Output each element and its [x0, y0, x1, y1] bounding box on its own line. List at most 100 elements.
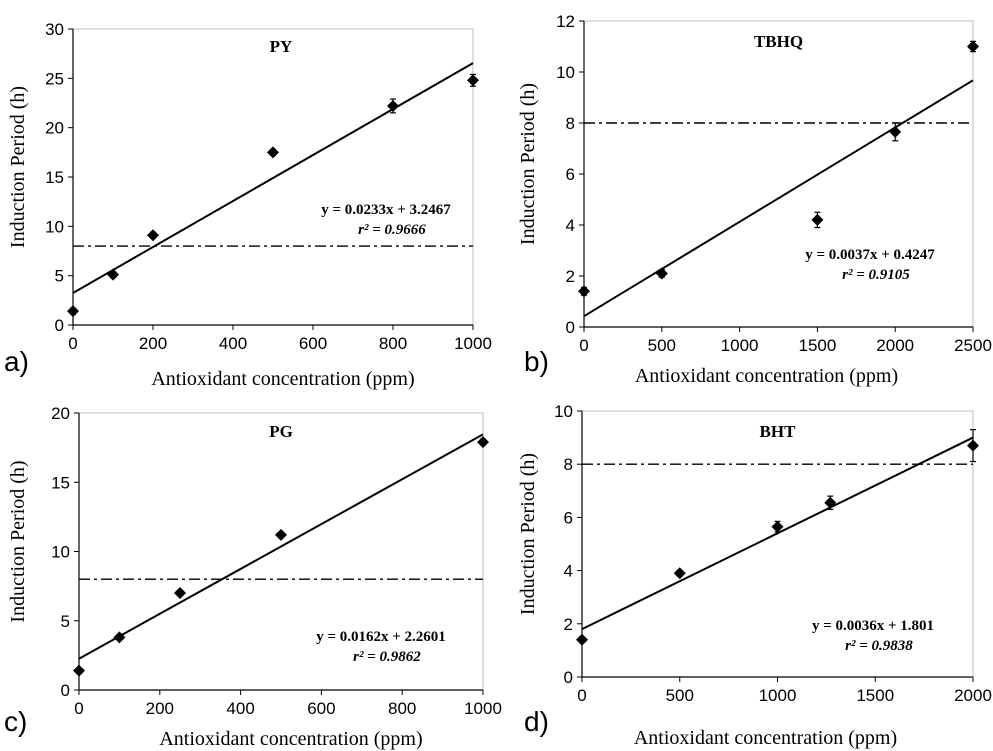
data-point: [771, 520, 784, 533]
trendline: [583, 79, 974, 318]
x-tick-label: 800: [388, 699, 416, 718]
y-tick-label: 6: [566, 165, 575, 184]
y-tick-label: 2: [564, 615, 573, 634]
data-point: [477, 436, 489, 449]
chart-title: BHT: [760, 422, 797, 441]
trendline: [78, 433, 484, 660]
chart-panel-py: 0 5 10 15 20 25 30 0 200 400 600 800 1000 PY y = 0.023…: [4, 20, 492, 390]
data-point: [576, 633, 588, 646]
x-tick-label: 0: [579, 336, 588, 355]
x-tick-label: 1500: [856, 686, 894, 705]
y-tick-label: 25: [45, 69, 64, 88]
y-tick-label: 10: [556, 63, 575, 82]
data-point: [67, 305, 79, 318]
x-tick-label: 1500: [798, 336, 836, 355]
x-tick-label: 0: [68, 334, 77, 353]
x-tick-label: 500: [648, 336, 676, 355]
r-squared-label: r² = 0.9105: [842, 267, 910, 283]
chart-title: PG: [269, 422, 293, 441]
y-axis-label: Induction Period (h): [7, 86, 29, 248]
y-tick-label: 5: [55, 267, 64, 286]
data-point: [267, 146, 279, 159]
trendline-equation: y = 0.0037x + 0.4247: [805, 247, 935, 263]
chart-title: PY: [270, 37, 293, 56]
data-point: [824, 496, 837, 509]
x-tick-label: 500: [666, 686, 694, 705]
y-tick-label: 15: [51, 473, 70, 492]
x-tick-label: 0: [74, 699, 83, 718]
y-tick-label: 8: [564, 455, 573, 474]
x-tick-label: 1000: [721, 336, 759, 355]
panel-letter: c): [4, 706, 27, 737]
r-squared-label: r² = 0.9838: [845, 638, 913, 654]
x-tick-label: 2000: [954, 686, 992, 705]
x-axis-label: Antioxidant concentration (ppm): [159, 728, 422, 750]
data-point: [147, 229, 159, 242]
data-point: [673, 567, 686, 580]
y-tick-label: 12: [556, 12, 575, 31]
r-squared-label: r² = 0.9862: [353, 649, 421, 665]
x-axis-label: Antioxidant concentration (ppm): [634, 727, 897, 749]
trendline: [581, 436, 974, 630]
y-tick-label: 4: [566, 216, 575, 235]
y-tick-label: 4: [564, 562, 573, 581]
x-tick-label: 400: [226, 699, 254, 718]
panel-letter: b): [524, 346, 549, 377]
chart-title: TBHQ: [754, 32, 803, 51]
x-tick-label: 200: [139, 334, 167, 353]
y-tick-label: 0: [55, 316, 64, 335]
y-tick-label: 2: [566, 267, 575, 286]
y-tick-label: 15: [45, 168, 64, 187]
x-axis-label: Antioxidant concentration (ppm): [635, 365, 898, 387]
y-tick-label: 10: [554, 402, 573, 421]
trendline-equation: y = 0.0036x + 1.801: [812, 618, 934, 634]
trendline: [72, 62, 474, 294]
x-tick-label: 2500: [954, 336, 992, 355]
x-tick-label: 800: [379, 334, 407, 353]
y-tick-label: 0: [566, 318, 575, 337]
plot-area-border: [78, 412, 484, 691]
y-tick-label: 0: [61, 681, 70, 700]
y-tick-label: 10: [51, 543, 70, 562]
x-axis-label: Antioxidant concentration (ppm): [151, 368, 414, 390]
data-point: [73, 664, 85, 677]
chart-panel-bht: 0 2 4 6 8 10 0 500 1000 1500 2000 BHT y = 0.0036x + …: [517, 402, 992, 749]
data-point: [967, 40, 979, 53]
y-tick-label: 30: [45, 20, 64, 39]
y-tick-label: 5: [61, 612, 70, 631]
y-tick-label: 20: [51, 404, 70, 423]
data-point: [578, 285, 590, 298]
x-tick-label: 1000: [464, 699, 502, 718]
x-tick-label: 1000: [454, 334, 492, 353]
data-point: [811, 213, 824, 226]
y-axis-label: Induction Period (h): [517, 83, 539, 245]
data-point: [174, 587, 186, 600]
trendline-equation: y = 0.0162x + 2.2601: [316, 629, 446, 645]
plot-area-border: [581, 410, 974, 678]
data-point: [467, 74, 479, 87]
data-point: [387, 99, 399, 112]
trendline-equation: y = 0.0233x + 3.2467: [321, 202, 451, 218]
x-tick-label: 600: [307, 699, 335, 718]
r-squared-label: r² = 0.9666: [358, 222, 426, 238]
x-tick-label: 600: [299, 334, 327, 353]
y-tick-label: 0: [564, 668, 573, 687]
panel-letter: d): [524, 706, 549, 737]
y-tick-label: 10: [45, 217, 64, 236]
x-tick-label: 200: [146, 699, 174, 718]
y-axis-label: Induction Period (h): [7, 460, 29, 622]
panel-letter: a): [4, 346, 29, 377]
x-tick-label: 1000: [759, 686, 797, 705]
data-point: [107, 268, 119, 281]
x-tick-label: 2000: [876, 336, 914, 355]
y-tick-label: 8: [566, 114, 575, 133]
y-axis-label: Induction Period (h): [517, 453, 539, 615]
data-point: [275, 528, 287, 541]
y-tick-label: 20: [45, 119, 64, 138]
data-point: [967, 439, 979, 452]
y-tick-label: 6: [564, 508, 573, 527]
x-tick-label: 400: [219, 334, 247, 353]
x-tick-label: 0: [577, 686, 586, 705]
